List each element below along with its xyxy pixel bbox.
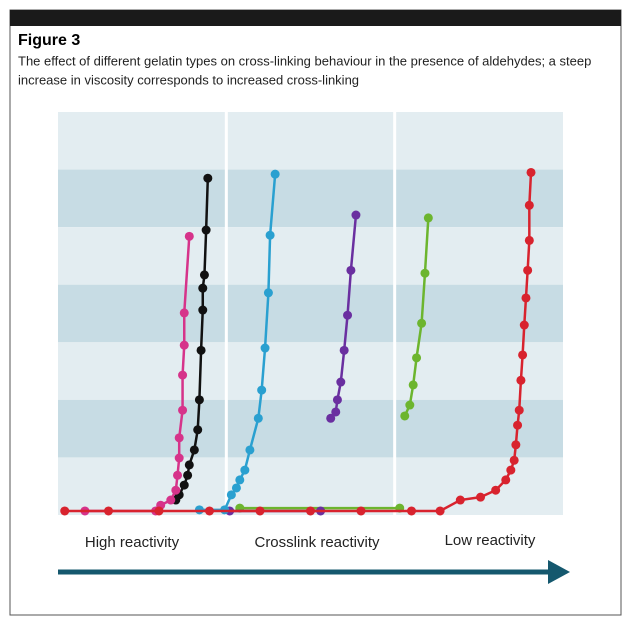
data-point [351, 210, 361, 220]
data-point [407, 506, 416, 516]
annotation: High reactivity [85, 534, 180, 551]
data-point [513, 420, 523, 430]
data-point [331, 407, 341, 417]
data-point [501, 475, 511, 485]
data-point [408, 380, 418, 390]
data-point [198, 305, 208, 315]
data-point [260, 343, 270, 353]
data-point [263, 288, 273, 298]
data-point [346, 265, 356, 275]
data-point [524, 235, 534, 245]
data-point [199, 270, 209, 280]
band [58, 227, 563, 285]
data-point [339, 345, 349, 355]
data-point [154, 506, 164, 516]
series-line [64, 172, 533, 513]
band [58, 112, 563, 170]
arrow-head [548, 560, 570, 584]
data-point [405, 400, 415, 410]
data-point [511, 440, 521, 450]
data-point [184, 460, 194, 470]
data-point [205, 506, 214, 516]
data-point [455, 495, 465, 505]
data-point [516, 375, 526, 385]
data-point [420, 268, 430, 278]
annotation: Crosslink reactivity [254, 534, 380, 551]
data-point [476, 492, 486, 502]
band [58, 457, 563, 515]
data-point [506, 465, 516, 475]
data-point [519, 320, 529, 330]
data-point [253, 413, 263, 423]
data-point [194, 395, 204, 405]
caption-line: The effect of different gelatin types on… [18, 53, 591, 68]
data-point [518, 350, 528, 360]
data-point [332, 395, 342, 405]
caption-line: increase in viscosity corresponds to inc… [18, 72, 359, 87]
data-point [203, 173, 213, 183]
data-point [231, 483, 241, 493]
data-point [226, 490, 236, 500]
data-point [435, 506, 445, 516]
data-point [196, 345, 206, 355]
data-point [524, 200, 534, 210]
band [58, 399, 563, 458]
band [58, 169, 563, 228]
header-bar [10, 10, 621, 26]
data-point [306, 506, 315, 516]
data-point [193, 425, 203, 435]
data-point [201, 225, 211, 235]
data-point [171, 485, 181, 495]
data-point [514, 405, 524, 415]
figure-title: Figure 3 [18, 32, 80, 49]
band [58, 284, 563, 343]
data-point [198, 283, 208, 293]
data-point [179, 308, 189, 318]
data-point [509, 455, 519, 465]
data-point [400, 411, 410, 421]
data-point [343, 310, 353, 320]
band [58, 342, 563, 400]
data-point [423, 213, 433, 223]
data-point [60, 506, 70, 516]
data-point [183, 470, 193, 480]
data-point [235, 475, 245, 485]
data-point [174, 453, 184, 463]
plot [58, 112, 563, 516]
data-point [526, 167, 536, 177]
data-point [174, 433, 184, 443]
annotation: Low reactivity [445, 532, 536, 549]
data-point [184, 231, 194, 241]
data-point [491, 485, 501, 495]
data-point [240, 465, 250, 475]
data-point [265, 230, 275, 240]
data-point [173, 470, 183, 480]
data-point [178, 370, 188, 380]
data-point [336, 377, 346, 387]
data-point [179, 340, 189, 350]
data-point [326, 413, 336, 423]
data-point [257, 385, 267, 395]
data-point [412, 353, 422, 363]
data-point [417, 318, 427, 328]
data-point [104, 506, 113, 516]
data-point [523, 265, 533, 275]
data-point [521, 293, 531, 303]
data-point [189, 445, 199, 455]
data-point [179, 480, 189, 490]
data-point [178, 405, 188, 415]
data-point [245, 445, 255, 455]
data-point [356, 506, 366, 516]
data-point [166, 495, 176, 505]
data-point [270, 169, 280, 179]
data-point [255, 506, 265, 516]
